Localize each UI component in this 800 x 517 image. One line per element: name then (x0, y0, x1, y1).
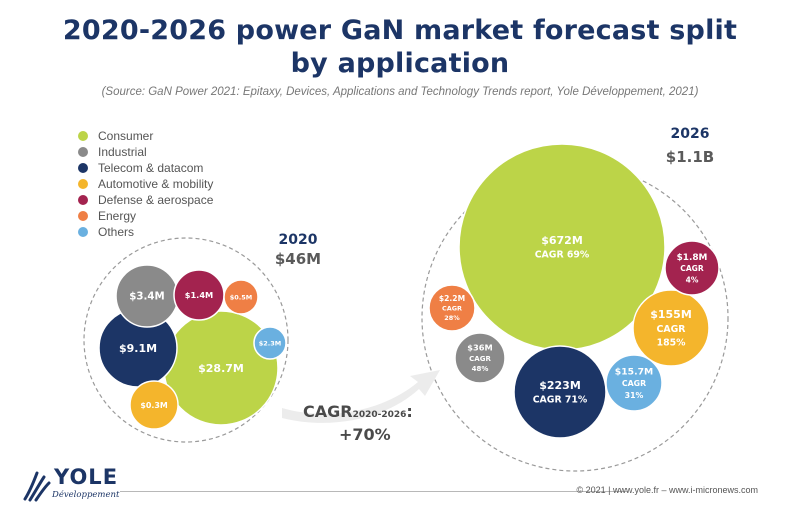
logo-name: YOLE (54, 465, 119, 489)
overall-cagr-label: CAGR2020-2026: +70% (303, 402, 413, 445)
bubble-cagr-label: 4% (686, 275, 699, 284)
bubble-cagr-label: 48% (472, 364, 489, 373)
legend-label: Consumer (98, 129, 154, 143)
group-year-label: 2020 (279, 232, 318, 248)
bubble-value-label: $0.3M (140, 401, 168, 410)
growth-arrow (282, 370, 440, 423)
bubble-defense-and-aerospace-2026 (664, 240, 720, 296)
bubble-cagr-label: CAGR (442, 305, 462, 313)
bubble-value-label: $2.2M (439, 294, 465, 303)
legend-item-energy: Energy (78, 208, 213, 224)
bubble-industrial-2026 (454, 332, 506, 384)
legend-swatch (78, 163, 88, 173)
logo-subtitle: Développement (52, 490, 120, 500)
bubble-cagr-label: CAGR 71% (533, 395, 588, 406)
group-year-label: 2026 (671, 126, 710, 142)
legend-item-telecom-and-datacom: Telecom & datacom (78, 160, 213, 176)
legend-swatch (78, 131, 88, 141)
bubble-others-2020 (253, 326, 287, 360)
bubble-value-label: $1.8M (677, 253, 708, 263)
legend-swatch (78, 179, 88, 189)
group-outline-2026 (421, 164, 729, 472)
bubble-value-label: $2.3M (259, 339, 282, 347)
group-total-label: $1.1B (666, 148, 714, 166)
legend-label: Automotive & mobility (98, 177, 214, 191)
bubble-cagr-label: CAGR (657, 324, 687, 335)
bubble-automotive-and-mobility-2026 (632, 289, 710, 367)
bubble-cagr-label: CAGR (622, 379, 646, 388)
legend-item-consumer: Consumer (78, 128, 213, 144)
bubble-automotive-and-mobility-2020 (129, 380, 179, 430)
bubble-cagr-label: 28% (444, 314, 460, 322)
bubble-value-label: $223M (539, 379, 581, 392)
cagr-suffix: : (406, 402, 413, 421)
legend-label: Energy (98, 209, 137, 223)
bubble-telecom-and-datacom-2026 (513, 345, 607, 439)
yole-logo-mark (23, 471, 51, 502)
bubble-energy-2020 (223, 279, 259, 315)
chart-title: 2020-2026 power GaN market forecast spli… (0, 14, 800, 80)
legend-label: Industrial (98, 145, 147, 159)
legend-swatch (78, 147, 88, 157)
bubble-value-label: $672M (541, 234, 583, 247)
bubble-cagr-label: CAGR (680, 264, 704, 273)
cagr-prefix: CAGR (303, 402, 353, 421)
cagr-period: 2020-2026 (352, 410, 407, 420)
chart-source: (Source: GaN Power 2021: Epitaxy, Device… (101, 86, 699, 98)
group-total-label: $46M (275, 250, 321, 268)
bubble-energy-2026 (428, 284, 476, 332)
legend-item-automotive-and-mobility: Automotive & mobility (78, 176, 213, 192)
legend-item-defense-and-aerospace: Defense & aerospace (78, 192, 213, 208)
group-outline-2020 (83, 237, 289, 443)
bubble-value-label: $36M (467, 343, 492, 353)
legend-label: Telecom & datacom (98, 161, 204, 175)
bubble-value-label: $15.7M (615, 367, 653, 378)
legend-label: Others (98, 225, 135, 239)
footer-divider (120, 491, 628, 492)
bubble-cagr-label: CAGR (469, 354, 491, 363)
bubble-others-2026 (605, 354, 663, 412)
legend-item-others: Others (78, 224, 213, 240)
bubble-value-label: $28.7M (198, 362, 244, 375)
legend-swatch (78, 195, 88, 205)
legend-label: Defense & aerospace (98, 193, 214, 207)
legend-swatch (78, 227, 88, 237)
legend-swatch (78, 211, 88, 221)
bubble-value-label: $1.4M (185, 290, 214, 300)
bubble-cagr-label: CAGR 69% (535, 250, 590, 261)
legend: Consumer Industrial Telecom & datacom Autom… (78, 128, 213, 240)
bubble-value-label: $155M (650, 308, 692, 321)
footer-text: © 2021 | www.yole.fr – www.i-micronews.c… (576, 485, 758, 495)
legend-item-industrial: Industrial (78, 144, 213, 160)
chart-title-line-1: 2020-2026 power GaN market forecast spli… (62, 15, 738, 46)
chart-title-line-2: by application (290, 48, 510, 79)
cagr-value: +70% (339, 425, 391, 444)
bubble-cagr-label: 185% (657, 338, 687, 349)
bubble-value-label: $9.1M (119, 342, 157, 355)
bubble-cagr-label: 31% (625, 391, 644, 400)
bubble-value-label: $0.5M (230, 293, 253, 301)
bubble-value-label: $3.4M (129, 292, 164, 303)
